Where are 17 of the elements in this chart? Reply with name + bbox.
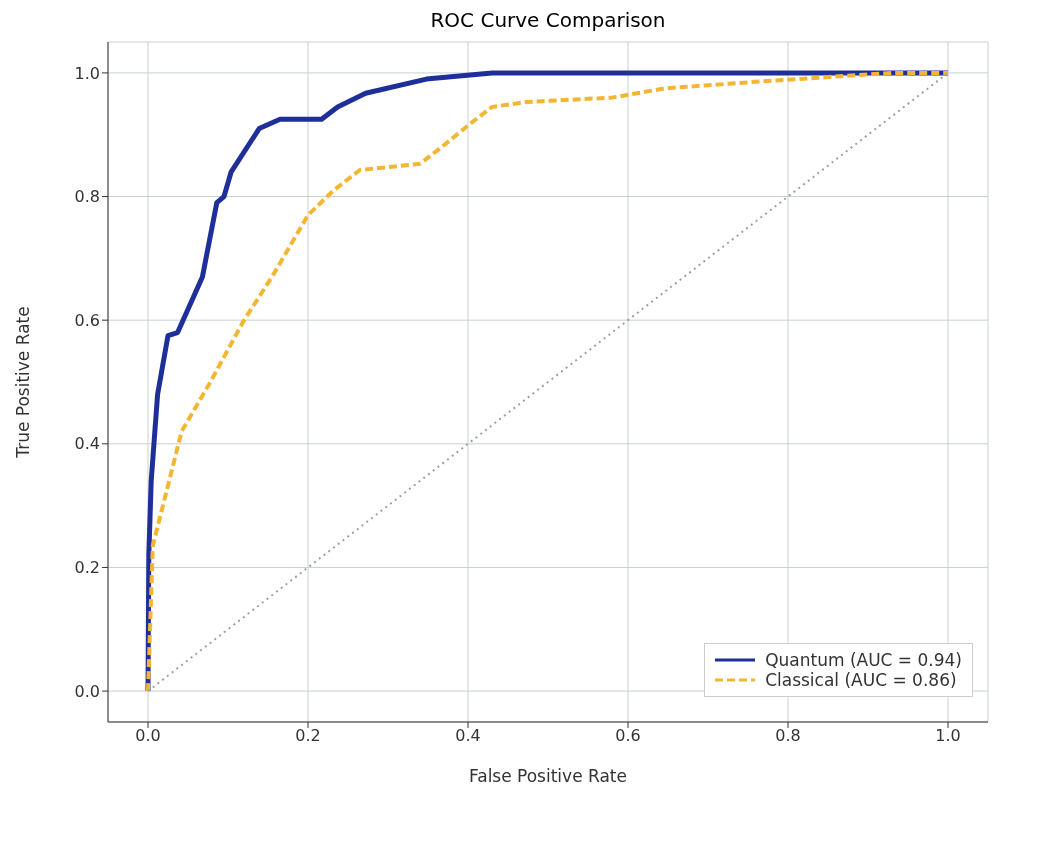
x-tick-label: 1.0: [935, 726, 961, 746]
y-tick-label: 0.8: [74, 187, 100, 207]
y-tick-label: 0.2: [74, 558, 100, 578]
y-axis-title: True Positive Rate: [13, 306, 34, 459]
x-tick-label: 0.8: [775, 726, 801, 746]
x-axis-title: False Positive Rate: [469, 766, 627, 786]
x-tick-label: 0.2: [295, 726, 321, 746]
y-tick-label: 0.6: [74, 310, 100, 330]
y-tick-label: 0.4: [74, 434, 100, 454]
x-tick-label: 0.6: [615, 726, 641, 746]
x-tick-label: 0.4: [455, 726, 481, 746]
legend-label: Classical (AUC = 0.86): [765, 670, 957, 690]
x-tick-label: 0.0: [135, 726, 161, 746]
y-tick-label: 0.0: [74, 681, 100, 701]
legend-label: Quantum (AUC = 0.94): [765, 650, 962, 670]
y-tick-label: 1.0: [74, 63, 100, 83]
chart-title: ROC Curve Comparison: [429, 8, 667, 32]
